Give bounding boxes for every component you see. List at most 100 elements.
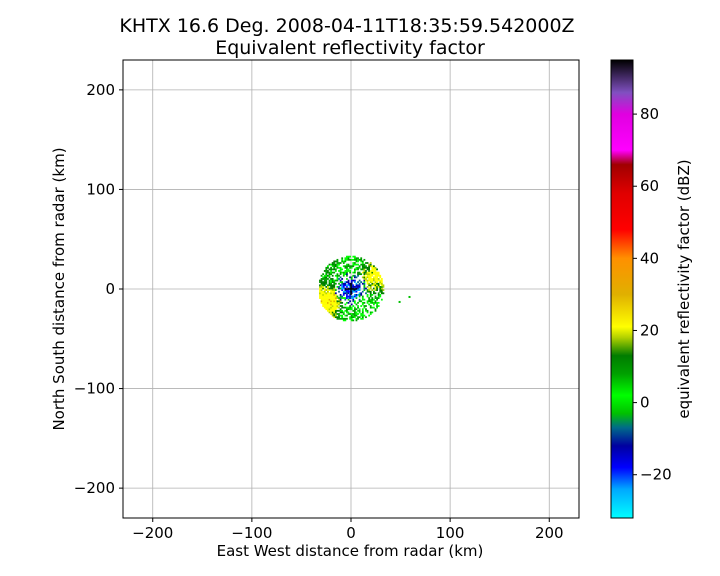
echo-cell: [328, 303, 331, 306]
grid-lines: [123, 60, 579, 518]
echo-cell: [371, 298, 374, 301]
echo-cell: [341, 278, 344, 280]
echo-cell: [322, 290, 325, 293]
echo-cell: [339, 297, 342, 299]
echo-cell: [363, 286, 366, 288]
echo-cell: [331, 313, 334, 315]
echo-cell: [328, 281, 331, 284]
echo-cell: [363, 282, 366, 285]
echo-cell: [334, 274, 337, 277]
echo-cell: [347, 258, 350, 261]
echo-cell: [368, 278, 371, 280]
echo-cell: [380, 286, 383, 288]
echo-cell: [320, 300, 323, 303]
echo-cell: [325, 276, 328, 279]
echo-cell: [379, 287, 382, 290]
echo-cell: [353, 279, 356, 282]
echo-cell: [369, 284, 372, 287]
echo-cell: [330, 287, 332, 290]
echo-cell: [327, 298, 329, 301]
echo-cell: [373, 292, 375, 295]
echo-cell: [331, 274, 334, 277]
echo-cell: [350, 266, 353, 269]
echo-cell: [374, 301, 377, 304]
echo-cell: [344, 314, 347, 317]
radar-site-marker: [345, 283, 357, 295]
echo-cell: [334, 311, 337, 314]
echo-cell: [341, 289, 344, 291]
echo-cell: [373, 284, 375, 287]
echo-cell: [353, 300, 356, 303]
echo-cell: [350, 306, 353, 309]
echo-cell: [330, 298, 332, 301]
echo-cell: [338, 300, 340, 303]
echo-cell: [344, 297, 347, 299]
echo-cell: [334, 295, 337, 298]
echo-cell: [322, 287, 325, 290]
echo-cell: [327, 305, 329, 307]
echo-cell: [350, 303, 353, 306]
echo-cell: [358, 292, 361, 295]
echo-cell: [355, 260, 358, 263]
echo-cell: [342, 313, 345, 315]
echo-cell: [330, 306, 332, 309]
echo-cell: [347, 301, 350, 304]
echo-cell: [347, 311, 350, 314]
echo-cell: [363, 281, 366, 284]
x-tick-label: 100: [436, 524, 465, 542]
echo-cell: [320, 279, 323, 282]
echo-cell: [320, 278, 323, 280]
echo-cell: [376, 301, 378, 304]
echo-cell: [331, 279, 334, 282]
echo-cell: [350, 265, 353, 268]
echo-cell: [331, 295, 334, 298]
echo-cell: [373, 278, 375, 280]
echo-cell: [339, 270, 342, 272]
echo-cell: [339, 287, 342, 290]
echo-cell: [369, 286, 372, 288]
echo-cell: [323, 282, 326, 285]
echo-cell: [352, 290, 355, 293]
echo-cell: [379, 290, 382, 293]
echo-cell: [333, 311, 336, 314]
echo-cell: [353, 258, 356, 261]
echo-cell: [349, 282, 352, 285]
echo-cell: [353, 257, 356, 260]
echo-cell: [341, 287, 344, 290]
echo-cell: [333, 301, 336, 304]
echo-cell: [366, 289, 369, 291]
echo-cell: [357, 268, 359, 271]
echo-cell: [347, 306, 350, 309]
echo-cell: [352, 319, 355, 322]
echo-cell: [363, 305, 366, 307]
echo-cell: [331, 287, 334, 290]
echo-cell: [319, 297, 321, 299]
echo-cell: [331, 290, 334, 293]
echo-cell: [371, 268, 374, 271]
echo-cell: [374, 276, 377, 279]
echo-cell: [352, 289, 355, 291]
echo-cell: [373, 279, 375, 282]
echo-cell: [339, 300, 342, 303]
echo-cell: [325, 297, 328, 299]
echo-cell: [341, 257, 344, 260]
echo-cell: [341, 260, 344, 263]
echo-cell: [352, 274, 355, 277]
echo-cell: [346, 273, 348, 276]
echo-cell: [369, 270, 372, 272]
echo-cell: [380, 282, 383, 285]
echo-cell: [319, 290, 321, 293]
echo-cell: [325, 271, 328, 274]
echo-cell: [371, 279, 374, 282]
echo-cell: [328, 297, 331, 299]
echo-cell: [323, 276, 326, 279]
echo-cell: [355, 313, 358, 315]
echo-cell: [341, 316, 344, 319]
echo-cell: [350, 295, 353, 298]
echo-cell: [346, 286, 348, 288]
echo-cell: [330, 301, 332, 304]
echo-cell: [350, 319, 353, 322]
echo-cell: [352, 279, 355, 282]
echo-cell: [339, 271, 342, 274]
y-axis-label: North South distance from radar (km): [50, 147, 68, 430]
